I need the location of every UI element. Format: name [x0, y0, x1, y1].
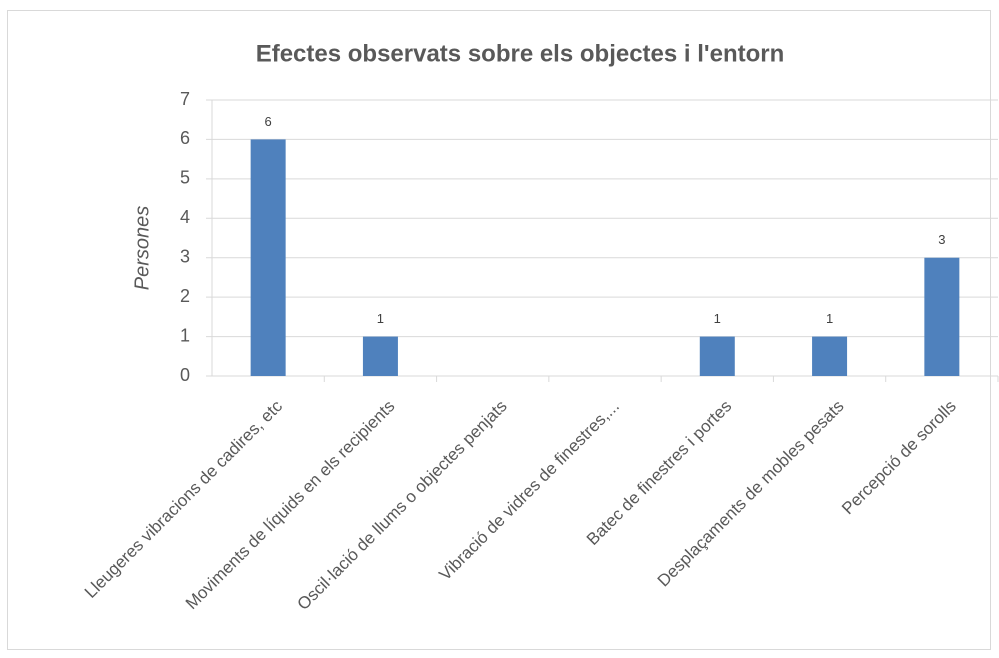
y-tick-label: 0 — [180, 365, 190, 385]
chart-title: Efectes observats sobre els objectes i l… — [256, 40, 785, 67]
data-label: 1 — [826, 311, 833, 326]
bar — [699, 336, 735, 376]
data-label: 6 — [265, 114, 272, 129]
y-tick-label: 1 — [180, 325, 190, 345]
y-tick-label: 2 — [180, 286, 190, 306]
y-tick-label: 7 — [180, 89, 190, 109]
y-tick-label: 5 — [180, 168, 190, 188]
y-tick-label: 6 — [180, 128, 190, 148]
bar — [250, 139, 286, 376]
bar — [812, 336, 848, 376]
data-label: 1 — [377, 311, 384, 326]
data-label: 1 — [714, 311, 721, 326]
bar — [924, 257, 960, 376]
y-axis-label: Persones — [131, 206, 153, 291]
y-tick-label: 4 — [180, 207, 190, 227]
data-label: 3 — [938, 232, 945, 247]
chart-border — [7, 10, 991, 650]
y-tick-label: 3 — [180, 246, 190, 266]
bar — [362, 336, 398, 376]
